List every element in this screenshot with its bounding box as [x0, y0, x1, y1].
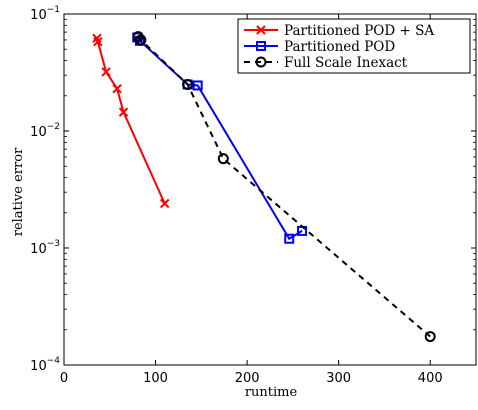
data-point-marker: [182, 78, 194, 90]
y-axis-label: relative error: [11, 147, 26, 236]
x-axis-label: runtime: [245, 385, 298, 400]
y-tick-label: 10−2: [30, 122, 60, 140]
y-tick-label: 10−3: [30, 239, 60, 257]
legend-entry: Full Scale Inexact: [244, 55, 408, 71]
y-tick-label: 10−4: [30, 356, 60, 374]
series-partitioned-pod-sa: [92, 33, 170, 209]
x-tick-label: 400: [418, 371, 443, 386]
series-line: [137, 36, 431, 338]
data-point-marker: [284, 233, 295, 244]
data-point-marker: [118, 107, 129, 117]
data-point-marker: [101, 67, 111, 77]
legend-entry: Partitioned POD: [244, 39, 395, 55]
legend-entry: Partitioned POD + SA: [244, 23, 434, 39]
x-tick-label: 200: [235, 371, 260, 386]
data-point-marker: [256, 25, 266, 35]
legend-label: Full Scale Inexact: [284, 55, 408, 71]
series-full-scale-inexact: [132, 31, 436, 343]
series-line: [95, 38, 166, 204]
legend-label: Partitioned POD + SA: [284, 23, 434, 39]
data-point-marker: [112, 83, 122, 94]
plot-frame: [63, 13, 477, 366]
data-point-marker: [160, 198, 170, 209]
data-point-marker: [135, 34, 147, 46]
data-point-marker: [93, 36, 103, 47]
legend-label: Partitioned POD: [284, 39, 395, 55]
data-point-marker: [256, 41, 266, 51]
x-tick-label: 300: [326, 371, 351, 386]
x-tick-label: 100: [143, 371, 168, 386]
data-point-marker: [92, 33, 102, 43]
data-point-marker: [424, 331, 436, 343]
y-tick-label: 10−1: [30, 5, 60, 23]
data-point-marker: [192, 80, 203, 91]
data-point-marker: [255, 56, 267, 68]
data-point-marker: [217, 153, 229, 165]
x-tick-label: 0: [60, 371, 68, 386]
